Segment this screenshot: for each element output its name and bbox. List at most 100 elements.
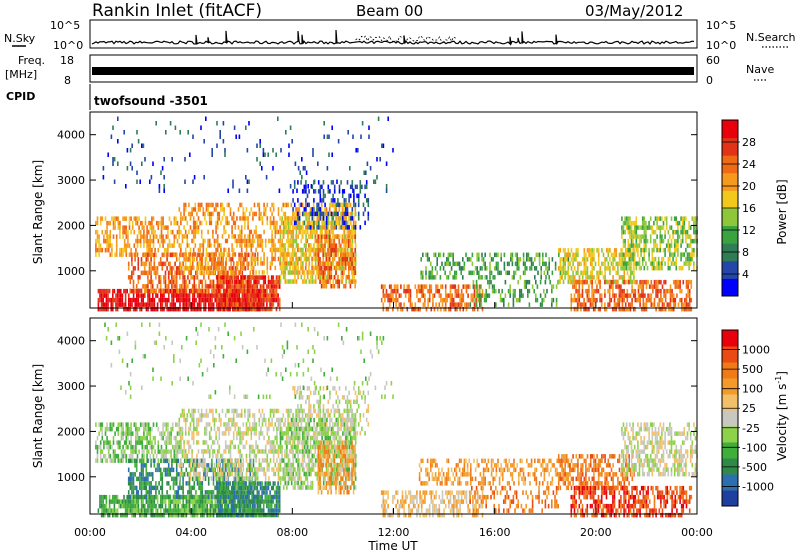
heatmap-cell: [141, 449, 144, 454]
heatmap-cell: [263, 270, 265, 275]
heatmap-cell: [224, 229, 227, 235]
heatmap-cell: [202, 247, 205, 253]
heatmap-cell: [520, 293, 523, 298]
heatmap-cell: [107, 512, 109, 518]
heatmap-cell: [222, 139, 225, 144]
heatmap-cell: [256, 284, 259, 289]
heatmap-cell: [551, 288, 553, 294]
heatmap-cell: [367, 216, 370, 221]
heatmap-cell: [325, 284, 328, 289]
heatmap-cell: [591, 279, 593, 285]
heatmap-cell: [328, 243, 331, 248]
heatmap-cell: [326, 166, 329, 171]
heatmap-cell: [263, 211, 265, 217]
heatmap-cell: [114, 449, 116, 454]
heatmap-cell: [591, 257, 594, 262]
heatmap-cell: [258, 288, 260, 294]
heatmap-cell: [573, 275, 576, 280]
heatmap-cell: [664, 306, 667, 312]
heatmap-cell: [320, 202, 323, 208]
heatmap-cell: [409, 297, 412, 303]
heatmap-cell: [688, 265, 690, 271]
heatmap-cell: [290, 243, 293, 248]
heatmap-cell: [629, 256, 631, 262]
heatmap-cell: [322, 193, 325, 199]
heatmap-cell: [392, 293, 394, 298]
heatmap-cell: [316, 207, 318, 212]
heatmap-cell: [596, 248, 598, 253]
heatmap-cell: [229, 270, 232, 275]
heatmap-cell: [136, 435, 139, 441]
heatmap-cell: [689, 252, 692, 257]
heatmap-cell: [188, 494, 191, 500]
heatmap-cell: [175, 257, 178, 262]
heatmap-cell: [570, 306, 573, 312]
heatmap-cell: [675, 216, 678, 221]
heatmap-cell: [160, 306, 162, 312]
heatmap-cell: [170, 435, 172, 441]
heatmap-cell: [655, 279, 657, 285]
heatmap-cell: [652, 284, 654, 289]
heatmap-cell: [152, 444, 155, 450]
heatmap-cell: [384, 293, 386, 298]
heatmap-cell: [499, 297, 502, 303]
heatmap-cell: [272, 275, 275, 280]
heatmap-cell: [354, 220, 357, 226]
colorbar-segment: [722, 260, 738, 279]
heatmap-cell: [250, 252, 253, 257]
heatmap-cell: [222, 288, 225, 294]
heatmap-cell: [267, 275, 270, 280]
heatmap-cell: [404, 288, 407, 294]
heatmap-cell: [174, 125, 177, 130]
heatmap-cell: [261, 275, 263, 280]
heatmap-cell: [302, 225, 304, 230]
heatmap-cell: [107, 288, 109, 294]
heatmap-cell: [353, 274, 355, 280]
heatmap-cell: [465, 288, 468, 294]
heatmap-cell: [276, 247, 278, 253]
heatmap-cell: [328, 202, 331, 208]
heatmap-cell: [244, 225, 246, 230]
heatmap-cell: [604, 288, 606, 294]
heatmap-cell: [330, 270, 332, 275]
heatmap-cell: [175, 444, 177, 450]
heatmap-cell: [104, 288, 106, 294]
heatmap-cell: [271, 252, 273, 257]
heatmap-cell: [335, 211, 338, 217]
heatmap-cell: [175, 440, 177, 445]
heatmap-cell: [208, 220, 211, 226]
heatmap-cell: [327, 189, 330, 194]
heatmap-cell: [589, 261, 592, 267]
heatmap-cell: [109, 238, 112, 244]
heatmap-cell: [440, 297, 442, 303]
heatmap-cell: [681, 265, 684, 271]
heatmap-cell: [449, 270, 451, 276]
heatmap-cell: [128, 499, 130, 504]
heatmap-cell: [110, 302, 112, 307]
heatmap-cell: [151, 426, 153, 432]
heatmap-cell: [570, 297, 573, 303]
heatmap-cell: [175, 252, 178, 258]
heatmap-cell: [240, 234, 243, 239]
heatmap-cell: [179, 130, 181, 135]
heatmap-cell: [332, 248, 334, 253]
heatmap-cell: [608, 297, 611, 303]
heatmap-cell: [505, 270, 507, 276]
heatmap-cell: [188, 243, 190, 248]
heatmap-cell: [324, 211, 327, 217]
heatmap-cell: [199, 261, 201, 266]
heatmap-cell: [142, 499, 144, 504]
heatmap-cell: [247, 225, 249, 230]
heatmap-cell: [330, 202, 333, 208]
heatmap-cell: [175, 453, 177, 459]
heatmap-cell: [200, 234, 203, 239]
heatmap-cell: [694, 225, 697, 230]
heatmap-cell: [262, 288, 265, 294]
heatmap-cell: [360, 134, 362, 139]
heatmap-cell: [261, 238, 264, 244]
heatmap-cell: [346, 234, 349, 239]
heatmap-cell: [172, 503, 175, 509]
heatmap-cell: [247, 220, 249, 226]
heatmap-cell: [301, 175, 303, 180]
heatmap-cell: [313, 256, 315, 262]
